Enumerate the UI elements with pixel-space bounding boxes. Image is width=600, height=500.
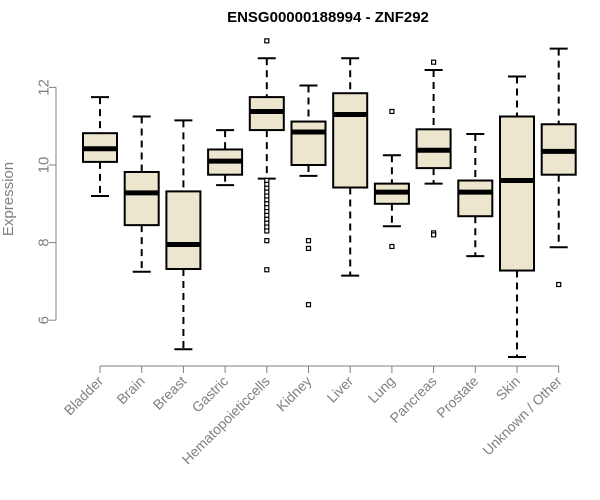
box-bladder	[82, 96, 118, 198]
iqr-box	[165, 190, 202, 270]
outlier-point	[431, 59, 437, 65]
box-breast	[165, 119, 202, 351]
chart-title: ENSG00000188994 - ZNF292	[227, 9, 429, 26]
y-axis: 6 8 10 12	[36, 79, 57, 324]
outlier-point	[431, 232, 437, 238]
iqr-box	[290, 120, 327, 166]
outlier-point	[264, 228, 270, 234]
outlier-point	[305, 245, 312, 252]
iqr-box	[499, 115, 535, 272]
box-prostate	[457, 132, 494, 258]
box-liver	[332, 57, 369, 277]
outlier-point	[264, 38, 270, 44]
outlier-point	[305, 238, 312, 244]
y-tick-label: 6	[36, 316, 53, 324]
x-tick-label: Skin	[493, 373, 524, 404]
x-tick-label: Unknown / Other	[479, 373, 565, 459]
outlier-point	[389, 108, 395, 115]
box-kidney	[290, 84, 327, 308]
box-skin	[499, 75, 535, 359]
x-tick-label: Prostate	[433, 373, 481, 421]
outlier-point	[264, 238, 270, 244]
box-hematopoietic-cells	[248, 38, 285, 273]
iqr-box	[457, 179, 494, 218]
box-pancreas	[415, 59, 452, 238]
box-lung	[373, 108, 410, 250]
x-axis: Bladder Brain Breast GastricHematopoieticce…	[61, 365, 565, 467]
box-gastric	[207, 129, 244, 187]
box-brain	[123, 115, 160, 273]
y-tick-label: 12	[36, 79, 53, 96]
y-tick-label: 8	[36, 238, 53, 246]
iqr-box	[332, 92, 369, 189]
x-tick-label: Brain	[113, 373, 147, 407]
outlier-point	[389, 243, 395, 250]
x-tick-label: Lung	[365, 373, 398, 406]
x-tick-label: Kidney	[273, 373, 315, 415]
outlier-point	[305, 302, 312, 308]
iqr-box	[123, 170, 160, 227]
x-tick-label: Breast	[150, 373, 190, 413]
outlier-point	[264, 267, 270, 273]
x-tick-label: Bladder	[61, 373, 107, 419]
box-unknown-other	[540, 47, 577, 288]
x-tick-label: Liver	[324, 373, 357, 406]
outlier-point	[556, 281, 562, 288]
y-tick-label: 10	[36, 157, 53, 174]
box-series	[82, 38, 577, 359]
y-axis-title: Expression	[0, 162, 17, 236]
